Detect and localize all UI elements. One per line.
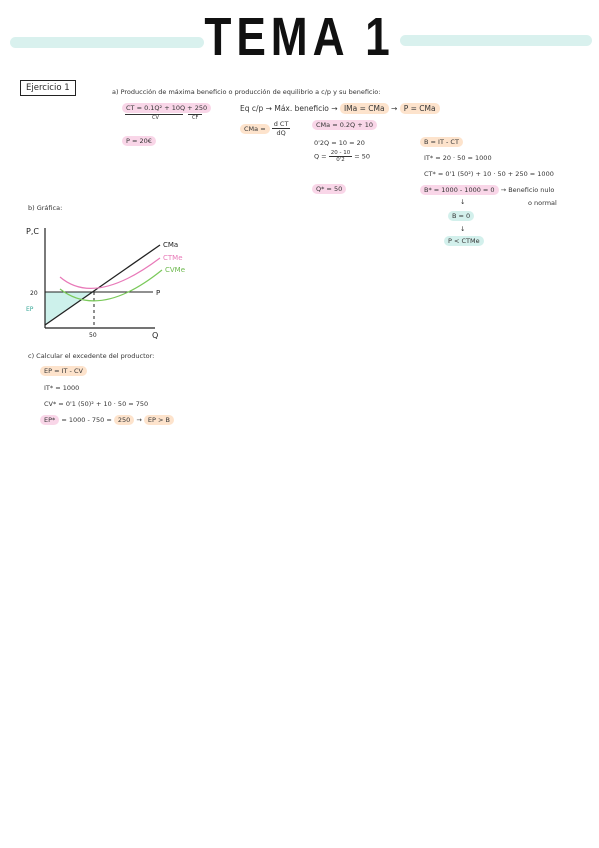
step-2-lhs: Q = [314,152,327,161]
step-2-den: 0'2 [336,157,345,163]
b-zero: B = 0 [448,211,475,221]
price-value-text: P = 20€ [122,136,156,146]
price-value: P = 20€ [122,136,156,146]
cv-value: CV* = 0'1 (50)² + 10 · 50 = 750 [44,400,149,408]
ep-lhs: EP* [40,415,60,425]
ep-label: EP [26,306,34,313]
cma-result: CMa = 0.2Q + 10 [312,120,378,130]
cma-derivative: CMa = d CT dQ [240,120,291,137]
down-arrow-2: ↓ [460,225,466,233]
ep-arrow: → [136,416,142,424]
ep-result: 250 [113,415,135,425]
title-decoration-right [400,35,592,46]
step-1: 0'2Q = 10 = 20 [314,139,365,147]
y-tick-20: 20 [30,290,38,297]
p-label: P [156,289,160,297]
b-normal: o normal [528,199,557,207]
cma-result-text: CMa = 0.2Q + 10 [312,120,378,130]
ep-calc-row: EP* = 1000 - 750 = 250 → EP > B [40,415,174,425]
cost-graph: P,C Q 20 50 EP P CMa CTMe CVMe [26,227,185,340]
eq-rhs: P = CMa [399,103,440,114]
cma-fraction: d CT dQ [271,120,291,137]
cma-label: CMa [163,241,178,249]
down-arrow-1: ↓ [460,198,466,206]
page-title: TEMA 1 [204,7,395,67]
step-2-num: 20 - 10 [328,150,353,157]
q-star: Q* = 50 [312,184,347,194]
p-ctme-text: P < CTMe [444,236,484,246]
cma-lhs: CMa = [240,123,270,134]
it-star: IT* = 20 · 50 = 1000 [424,154,492,162]
b-null: Beneficio nulo [508,186,555,194]
ctme-label: CTMe [163,254,183,262]
cma-den: dQ [276,129,286,137]
b-star-arrow: → [500,186,507,194]
ep-compare: EP > B [143,415,174,425]
ct-formula-text: CT = 0.1Q² + 10Q + 250 [122,103,212,113]
ep-calc: = 1000 - 750 = [61,416,112,424]
cvme-label: CVMe [165,266,185,274]
cma-num: d CT [271,120,291,129]
cv-label: CV [152,115,159,121]
b-zero-text: B = 0 [448,211,475,221]
ct-star: CT* = 0'1 (50²) + 10 · 50 + 250 = 1000 [424,170,554,178]
eq-arrow: → [391,104,398,113]
equilibrium-row: Eq c/p → Máx. beneficio → IMa = CMa → P … [240,103,440,114]
eq-img: IMa = CMa [339,103,389,114]
cv-underline [125,114,183,115]
y-axis-label: P,C [26,227,39,236]
b-star-row: B* = 1000 - 1000 = 0 → Beneficio nulo [420,185,555,195]
b-formula-text: B = IT - CT [420,137,463,147]
eq-lhs: Eq c/p → [240,104,272,113]
p-ctme: P < CTMe [444,236,484,246]
ep-formula: EP = IT - CV [40,366,87,376]
x-tick-50: 50 [89,332,97,339]
part-b-heading: b) Gráfica: [28,204,63,212]
step-2: Q = 20 - 10 0'2 = 50 [314,150,370,163]
ep-formula-text: EP = IT - CV [40,366,87,376]
step-2-fraction: 20 - 10 0'2 [328,150,353,163]
q-star-text: Q* = 50 [312,184,347,194]
cvme-curve [59,269,163,302]
cma-curve [44,244,161,326]
b-formula: B = IT - CT [420,137,463,147]
eq-mid: Máx. beneficio → [274,104,338,113]
part-a-heading: a) Producción de máxima beneficio o prod… [112,88,381,96]
b-star: B* = 1000 - 1000 = 0 [420,185,499,195]
exercise-label: Ejercicio 1 [20,80,76,96]
cf-underline [188,114,202,115]
title-decoration-left [10,37,204,48]
it-value: IT* = 1000 [44,384,80,392]
step-2-rhs: = 50 [354,152,371,161]
ctme-curve [59,257,161,289]
x-axis-label: Q [152,331,158,340]
cf-label: CF [192,115,199,121]
part-c-heading: c) Calcular el excedente del productor: [28,352,155,360]
ct-formula: CT = 0.1Q² + 10Q + 250 [122,103,212,113]
